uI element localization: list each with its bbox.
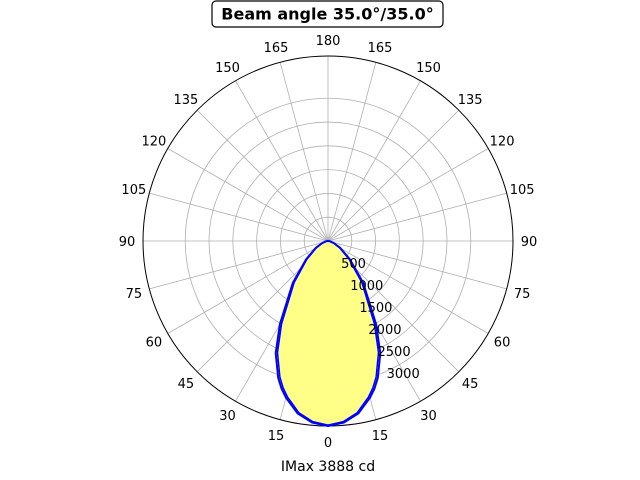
angle-tick-label: 45 — [178, 377, 195, 392]
angle-tick-label: 30 — [420, 409, 437, 424]
angle-tick-label: 75 — [126, 287, 143, 302]
radial-tick-label: 1000 — [350, 279, 383, 294]
angle-tick-label: 150 — [416, 61, 441, 76]
angle-tick-label: 135 — [173, 93, 198, 108]
radial-tick-label: 2000 — [368, 323, 401, 338]
angle-tick-label: 120 — [142, 135, 167, 150]
grid-spoke — [327, 62, 377, 242]
angle-tick-label: 15 — [372, 429, 389, 444]
angle-tick-label: 15 — [268, 429, 285, 444]
angle-tick-label: 30 — [219, 409, 236, 424]
grid-spoke — [149, 240, 329, 290]
grid-spoke — [327, 80, 421, 242]
angle-tick-label: 105 — [510, 183, 535, 198]
grid-spoke — [327, 192, 507, 242]
radial-tick-label: 500 — [341, 257, 366, 272]
angle-tick-label: 0 — [324, 436, 332, 451]
angle-tick-label: 60 — [146, 336, 163, 351]
grid-spoke — [327, 240, 507, 290]
title-box — [211, 0, 444, 28]
intensity-curve — [274, 240, 382, 427]
intensity-line — [274, 240, 382, 427]
angle-tick-label: 165 — [264, 41, 289, 56]
angle-tick-label: 105 — [121, 183, 146, 198]
grid-spoke — [167, 148, 329, 242]
grid-spoke — [279, 62, 329, 242]
angle-tick-label: 90 — [119, 235, 136, 250]
angle-tick-label: 135 — [458, 93, 483, 108]
angle-tick-label: 60 — [494, 336, 511, 351]
grid-spoke — [167, 240, 329, 334]
tick-labels: 0 15 30 45 60 75 90 105 120 135 150 165 180 15 30 45 60 7… — [119, 34, 538, 451]
grid-spoke — [327, 240, 489, 334]
chart-title: Beam angle 35.0°/35.0° — [211, 0, 444, 28]
radial-tick-label: 3000 — [387, 367, 420, 382]
grid-spoke — [149, 192, 329, 242]
title-text: Beam angle 35.0°/35.0° — [221, 5, 433, 24]
angle-tick-label: 165 — [368, 41, 393, 56]
angle-tick-label: 150 — [215, 61, 240, 76]
intensity-fill — [275, 241, 381, 426]
grid-spoke — [327, 109, 460, 242]
radial-tick-label: 1500 — [359, 301, 392, 316]
grid-spoke — [196, 109, 329, 242]
angle-tick-label: 45 — [462, 377, 479, 392]
intensity-line-plane2 — [276, 240, 380, 426]
angle-tick-label: 90 — [521, 235, 538, 250]
x-axis-label: IMax 3888 cd — [281, 459, 375, 475]
radial-tick-label: 2500 — [378, 345, 411, 360]
grid-spoke — [327, 148, 489, 242]
grid-spoke — [235, 80, 329, 242]
angle-tick-label: 75 — [514, 287, 531, 302]
angle-tick-label: 180 — [316, 34, 341, 49]
angle-tick-label: 120 — [490, 135, 515, 150]
